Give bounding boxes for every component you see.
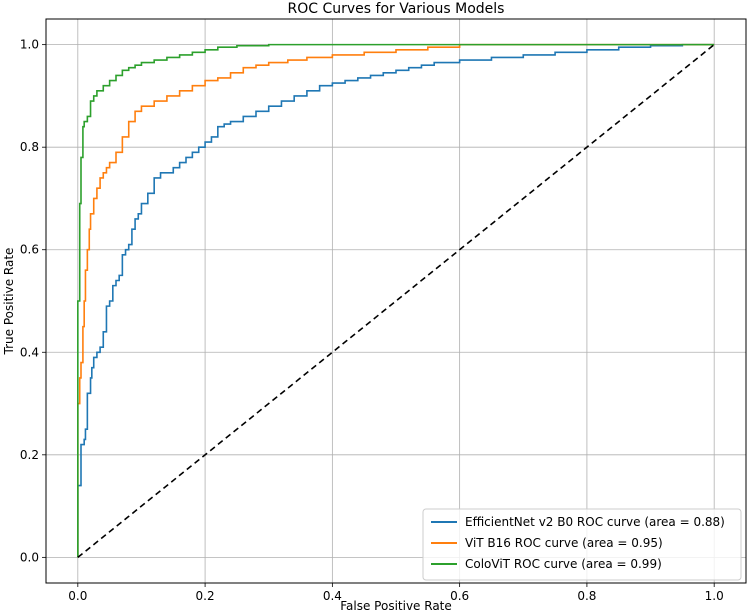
grid	[46, 19, 746, 583]
legend-label-2: ColoViT ROC curve (area = 0.99)	[465, 557, 662, 571]
y-tick-label: 0.6	[20, 243, 39, 257]
axes-frame	[45, 18, 747, 584]
legend: EfficientNet v2 B0 ROC curve (area = 0.8…	[422, 508, 742, 581]
y-axis-label: True Positive Rate	[2, 248, 16, 356]
x-tick-label: 0.2	[196, 589, 215, 603]
y-tick-label: 1.0	[20, 38, 39, 52]
y-tick-label: 0.8	[20, 140, 39, 154]
series-line-2	[77, 43, 715, 558]
y-tick-label: 0.2	[20, 448, 39, 462]
x-tick-label: 0.6	[450, 589, 469, 603]
diagonal-reference-line	[77, 44, 715, 558]
ticks: 0.0 0.2 0.4 0.6 0.8 1.0 0.0 0.2 0.4 0.6 0.8 1.0	[20, 38, 724, 603]
x-axis-label: False Positive Rate	[340, 599, 452, 613]
legend-label-1: ViT B16 ROC curve (area = 0.95)	[465, 536, 663, 550]
chart-title: ROC Curves for Various Models	[288, 1, 505, 17]
series-line-0	[77, 43, 715, 558]
x-tick-label: 0.0	[68, 589, 87, 603]
y-tick-label: 0.4	[20, 345, 39, 359]
y-tick-label: 0.0	[20, 550, 39, 564]
series-line-1	[77, 43, 715, 558]
legend-box	[422, 508, 742, 581]
x-tick-label: 0.8	[577, 589, 596, 603]
x-tick-label: 0.4	[323, 589, 342, 603]
x-tick-label: 1.0	[705, 589, 724, 603]
legend-label-0: EfficientNet v2 B0 ROC curve (area = 0.8…	[465, 515, 725, 529]
series-layer	[77, 43, 715, 558]
